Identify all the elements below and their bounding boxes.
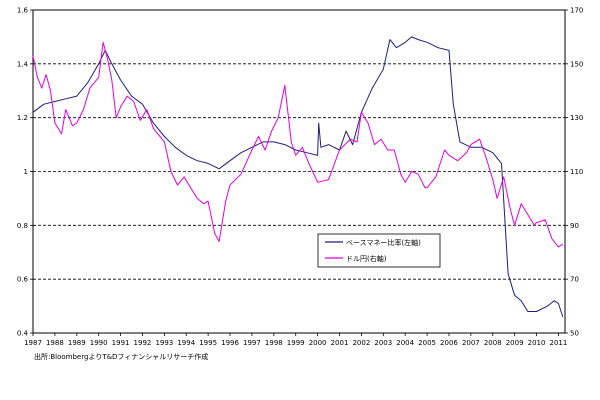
x-tick-label-20: 2007 [462,339,480,347]
y-left-tick-label-1: 0.6 [17,276,29,284]
legend-box [317,233,441,268]
x-tick-label-23: 2010 [528,339,546,347]
x-tick-label-24: 2011 [550,339,568,347]
left-axis-ticks: 0.4 0.6 0.8 1 1.2 1.4 1.6 [17,7,33,338]
x-tick-label-9: 1996 [221,339,239,347]
x-tick-label-6: 1993 [155,339,173,347]
y-right-tick-label-0: 50 [570,330,579,338]
y-left-tick-label-3: 1 [24,168,28,176]
y-left-tick-label-5: 1.4 [17,60,29,68]
y-left-tick-label-6: 1.6 [17,7,29,15]
x-tick-label-13: 2000 [309,339,327,347]
x-tick-label-10: 1997 [243,339,261,347]
right-axis-ticks: 50 70 90 110 130 150 170 [565,7,583,338]
x-tick-label-12: 1999 [287,339,305,347]
x-tick-label-17: 2004 [396,339,414,347]
x-tick-label-21: 2008 [484,339,502,347]
y-left-tick-label-4: 1.2 [17,114,28,122]
y-right-tick-label-6: 170 [570,7,583,15]
y-right-tick-label-2: 90 [570,222,579,230]
x-tick-label-3: 1990 [90,339,108,347]
y-right-tick-label-1: 70 [570,276,579,284]
x-tick-label-19: 2006 [440,339,458,347]
gridlines [33,63,565,280]
x-tick-label-22: 2009 [506,339,524,347]
y-right-tick-label-3: 110 [570,168,583,176]
x-axis-ticks: 1987 1988 1989 1990 1991 1992 1993 1994 1995 1996… [24,333,567,347]
x-tick-label-16: 2003 [374,339,392,347]
legend-label-usdjpy: ドル円(右軸) [346,254,387,263]
y-right-tick-label-4: 130 [570,114,583,122]
legend-label-base-money: ベースマネー比率(左軸) [346,238,421,247]
x-tick-label-0: 1987 [24,339,42,347]
x-tick-label-5: 1992 [134,339,152,347]
x-tick-label-18: 2005 [418,339,436,347]
x-tick-label-7: 1994 [177,339,195,347]
x-tick-label-2: 1989 [68,339,86,347]
y-left-tick-label-0: 0.4 [17,330,29,338]
legend: ベースマネー比率(左軸) ドル円(右軸) [317,233,441,268]
x-tick-label-1: 1988 [46,339,64,347]
source-note: 出所:BloombergよりT&Dフィナンシャルリサーチ作成 [34,353,209,361]
y-right-tick-label-5: 150 [570,60,583,68]
x-tick-label-11: 1998 [265,339,283,347]
x-tick-label-8: 1995 [199,339,217,347]
x-tick-label-15: 2002 [352,339,370,347]
x-tick-label-4: 1991 [112,339,130,347]
x-tick-label-14: 2001 [331,339,349,347]
series-line-0 [32,36,564,318]
series-line-1 [32,41,564,248]
y-left-tick-label-2: 0.8 [17,222,28,230]
series-group [32,36,564,318]
